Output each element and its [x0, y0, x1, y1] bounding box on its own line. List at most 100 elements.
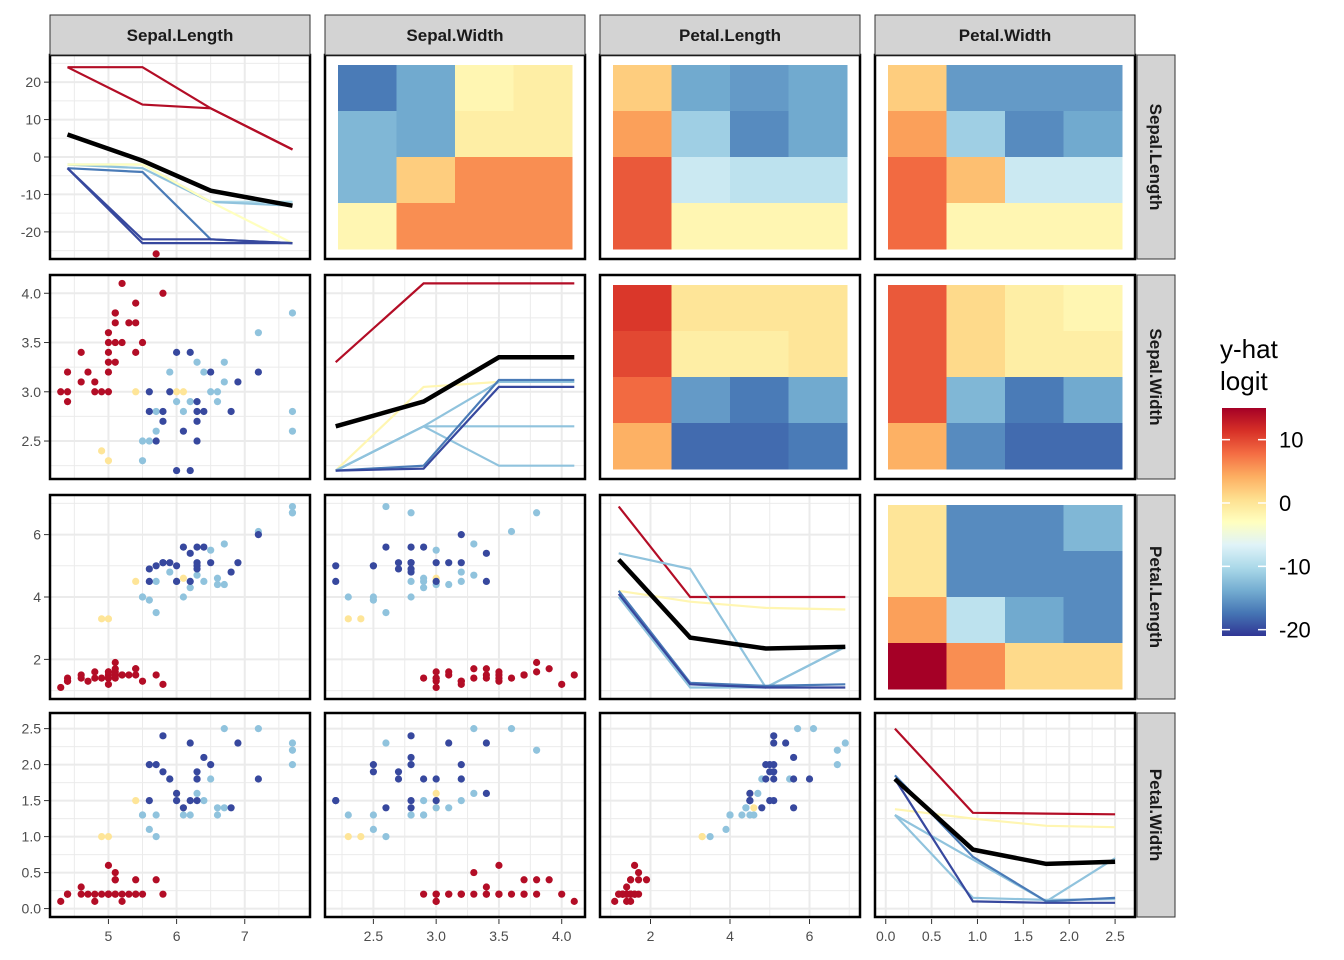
scatter-point — [770, 797, 778, 805]
y-tick-label: 10 — [25, 112, 41, 128]
scatter-point — [288, 502, 297, 511]
scatter-point — [457, 531, 465, 539]
scatter-point — [482, 739, 490, 747]
scatter-point — [84, 677, 92, 685]
heatmap-cell — [888, 551, 947, 598]
heatmap-cell — [1063, 643, 1123, 690]
heatmap-cell — [1005, 203, 1064, 250]
heatmap-cell — [946, 551, 1006, 598]
heatmap-cell — [888, 331, 947, 378]
heatmap-cell — [888, 597, 947, 644]
scatter-point — [254, 531, 262, 539]
legend-title-line2: logit — [1220, 366, 1268, 396]
scatter-point — [145, 825, 153, 833]
scatter-point — [145, 388, 153, 396]
scatter-point — [766, 761, 774, 769]
scatter-point — [152, 876, 160, 884]
heatmap-cell — [613, 203, 672, 250]
heatmap-cell — [1005, 643, 1064, 690]
scatter-point — [558, 680, 566, 688]
scatter-point — [332, 577, 340, 586]
scatter-point — [132, 319, 140, 327]
scatter-point — [118, 897, 126, 905]
heatmap-cell — [788, 157, 848, 204]
heatmap-cell — [730, 377, 789, 424]
heatmap-cell — [946, 65, 1006, 112]
scatter-point — [382, 502, 390, 511]
scatter-point — [805, 775, 814, 783]
scatter-point — [394, 768, 403, 776]
x-tick-label: 6 — [806, 928, 814, 944]
heatmap-cell — [1063, 551, 1123, 598]
heatmap-cell — [613, 331, 672, 378]
axes-group: 5 6 7 2.5 3.0 3.5 4.0 2 4 6 0.0 0.5 1.0 1.5 2.0 2.5 -20 -… — [21, 74, 1125, 944]
scatter-point — [445, 804, 453, 812]
scatter-point — [172, 789, 181, 798]
scatter-point — [457, 775, 465, 783]
scatter-point — [98, 388, 106, 396]
scatter-point — [200, 407, 208, 416]
scatter-point — [750, 804, 758, 812]
scatter-point — [98, 832, 106, 841]
heatmap-cell — [1063, 157, 1123, 204]
scatter-point — [138, 593, 147, 601]
heatmap-cell — [513, 203, 573, 250]
scatter-point — [482, 549, 490, 557]
scatter-point — [332, 562, 340, 570]
y-tick-label: -20 — [21, 224, 41, 240]
heatmap-cell — [671, 157, 731, 204]
scatter-point — [445, 580, 453, 589]
scatter-point — [627, 897, 635, 905]
scatter-point — [457, 761, 465, 769]
scatter-point — [533, 746, 541, 754]
scatter-point — [145, 565, 153, 573]
legend-title-line1: y-hat — [1220, 334, 1279, 364]
scatter-point — [77, 674, 85, 682]
scatter-point — [332, 797, 340, 805]
scatter-point — [482, 883, 490, 891]
scatter-point — [227, 407, 235, 416]
scatter-point — [432, 897, 440, 905]
y-tick-label: 0.0 — [22, 901, 42, 917]
scatter-point — [495, 890, 503, 898]
scatter-point — [382, 608, 390, 617]
scatter-point — [145, 761, 153, 769]
pdp-line — [894, 727, 1116, 816]
scatter-point — [152, 608, 160, 617]
scatter-point — [698, 832, 706, 841]
scatter-point — [545, 876, 553, 884]
scatter-point — [722, 825, 730, 833]
scatter-point — [104, 338, 113, 347]
scatter-point — [179, 574, 188, 582]
scatter-point — [369, 761, 377, 769]
scatter-point — [495, 677, 503, 685]
scatter-point — [545, 665, 553, 673]
scatter-point — [152, 761, 160, 769]
scatter-point — [457, 797, 465, 805]
scatter-point — [369, 562, 377, 570]
scatter-point — [432, 677, 440, 685]
scatter-point — [91, 378, 99, 386]
panel-sepal-width-vs-sepal-width — [323, 273, 587, 481]
scatter-point — [570, 671, 578, 679]
panel-sepal-width-vs-petal-length — [598, 273, 862, 481]
heatmap-cell — [338, 111, 397, 158]
scatter-point — [84, 890, 92, 898]
scatter-point — [104, 890, 113, 898]
x-tick-label: 4 — [726, 928, 734, 944]
scatter-point — [213, 580, 222, 589]
scatter-point — [193, 775, 201, 783]
heatmap-cell — [730, 65, 789, 112]
heatmap-cell — [1005, 111, 1064, 158]
scatter-point — [152, 562, 160, 570]
heatmap-cell — [671, 423, 731, 470]
scatter-point — [104, 457, 113, 465]
x-tick-label: 2 — [647, 928, 655, 944]
panel-border — [873, 273, 1137, 481]
scatter-point — [432, 546, 440, 554]
scatter-point — [132, 577, 140, 586]
heatmap-cell — [1005, 377, 1064, 424]
scatter-point — [432, 797, 440, 805]
scatter-point — [138, 338, 147, 347]
